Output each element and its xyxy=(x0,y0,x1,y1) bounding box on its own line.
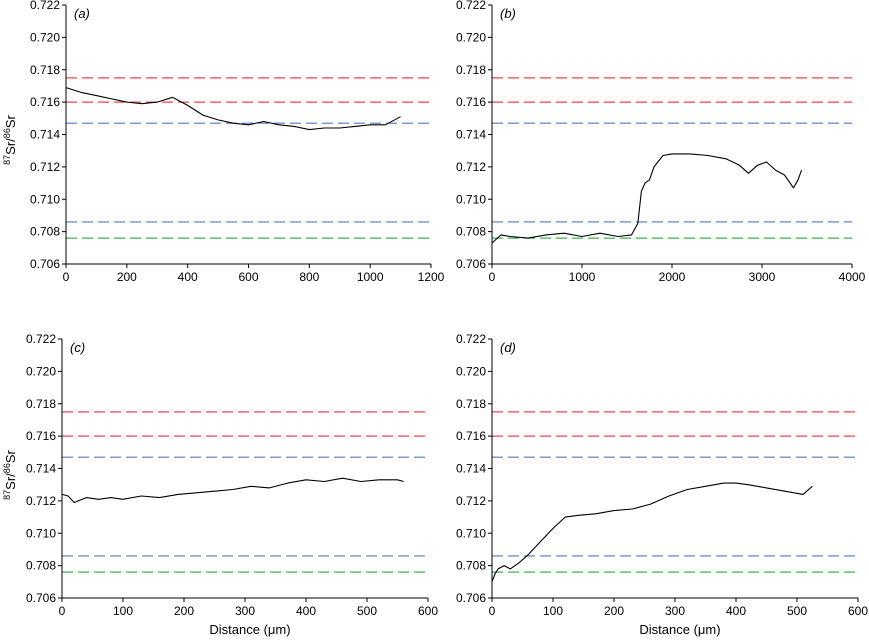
y-tick-label: 0.718 xyxy=(30,63,60,77)
x-tick-label: 3000 xyxy=(749,270,776,284)
ylabel-bottom: 87Sr/86Sr xyxy=(2,450,18,500)
y-tick-label: 0.722 xyxy=(456,0,486,12)
series-line-1 xyxy=(65,87,401,131)
x-axis-title: Distance (μm) xyxy=(209,622,290,637)
x-tick-label: 400 xyxy=(296,604,316,618)
x-tick-label: 600 xyxy=(848,604,868,618)
y-tick-label: 0.716 xyxy=(26,429,56,443)
x-tick-label: 500 xyxy=(357,604,377,618)
y-tick-label: 0.716 xyxy=(30,95,60,109)
x-tick-label: 100 xyxy=(113,604,133,618)
y-tick-label: 0.720 xyxy=(26,364,56,378)
x-tick-label: 600 xyxy=(238,270,258,284)
x-tick-label: 300 xyxy=(235,604,255,618)
panels: 0.706 0.708 0.710 0.712 0.714 0.716 0.718 0.720… xyxy=(26,0,868,637)
panel-d: 0.706 0.708 0.710 0.712 0.714 0.716 0.718 0.720… xyxy=(456,332,868,637)
panel-b: 0.706 0.708 0.710 0.712 0.714 0.716 0.718 0.720… xyxy=(456,0,866,284)
x-tick-label: 200 xyxy=(174,604,194,618)
y-tick-label: 0.714 xyxy=(456,128,486,142)
x-tick-label: 200 xyxy=(604,604,624,618)
x-tick-label: 300 xyxy=(665,604,685,618)
panel-label: (b) xyxy=(500,6,516,21)
y-tick-label: 0.712 xyxy=(30,160,60,174)
series-line-1 xyxy=(61,477,404,504)
y-tick-label: 0.714 xyxy=(26,462,56,476)
x-tick-label: 1000 xyxy=(569,270,596,284)
x-tick-label: 800 xyxy=(299,270,319,284)
y-tick-label: 0.706 xyxy=(456,591,486,605)
x-tick-label: 0 xyxy=(59,604,66,618)
y-tick-label: 0.718 xyxy=(456,397,486,411)
x-tick-label: 600 xyxy=(418,604,438,618)
ylabel-sup-2: 86 xyxy=(2,463,12,473)
x-tick-label: 0 xyxy=(489,270,496,284)
y-tick-label: 0.714 xyxy=(30,128,60,142)
y-tick-label: 0.710 xyxy=(30,192,60,206)
y-tick-label: 0.714 xyxy=(456,462,486,476)
y-tick-label: 0.706 xyxy=(26,591,56,605)
series-line-1 xyxy=(491,482,813,582)
panel-a: 0.706 0.708 0.710 0.712 0.714 0.716 0.718 0.720… xyxy=(30,0,445,284)
x-tick-label: 4000 xyxy=(839,270,866,284)
x-tick-label: 0 xyxy=(63,270,70,284)
y-tick-label: 0.706 xyxy=(30,257,60,271)
y-tick-label: 0.720 xyxy=(456,30,486,44)
y-tick-label: 0.722 xyxy=(30,0,60,12)
ylabel-sup-1: 87 xyxy=(2,490,12,500)
x-tick-label: 100 xyxy=(543,604,563,618)
ylabel-sup-1: 87 xyxy=(2,155,12,165)
ylabel-base-1: Sr/ xyxy=(3,473,18,490)
y-tick-label: 0.708 xyxy=(30,225,60,239)
y-tick-label: 0.718 xyxy=(456,63,486,77)
ylabel-base-2: Sr xyxy=(3,115,18,129)
y-tick-label: 0.710 xyxy=(456,192,486,206)
y-tick-label: 0.716 xyxy=(456,429,486,443)
x-tick-label: 400 xyxy=(726,604,746,618)
y-tick-label: 0.708 xyxy=(456,225,486,239)
y-tick-label: 0.708 xyxy=(456,559,486,573)
y-tick-label: 0.710 xyxy=(456,526,486,540)
series-line-1 xyxy=(491,153,803,244)
panel-c: 0.706 0.708 0.710 0.712 0.714 0.716 0.718 0.720… xyxy=(26,332,438,637)
y-tick-label: 0.718 xyxy=(26,397,56,411)
y-tick-label: 0.706 xyxy=(456,257,486,271)
y-tick-label: 0.720 xyxy=(30,30,60,44)
y-tick-label: 0.712 xyxy=(456,494,486,508)
panel-label: (a) xyxy=(74,6,90,21)
x-axis-title: Distance (μm) xyxy=(639,622,720,637)
y-tick-label: 0.712 xyxy=(456,160,486,174)
x-tick-label: 200 xyxy=(117,270,137,284)
panel-label: (d) xyxy=(500,340,516,355)
x-tick-label: 0 xyxy=(489,604,496,618)
y-tick-label: 0.716 xyxy=(456,95,486,109)
y-tick-label: 0.722 xyxy=(26,332,56,346)
y-tick-label: 0.708 xyxy=(26,559,56,573)
y-tick-label: 0.722 xyxy=(456,332,486,346)
x-tick-label: 400 xyxy=(178,270,198,284)
x-tick-label: 500 xyxy=(787,604,807,618)
y-tick-label: 0.710 xyxy=(26,526,56,540)
x-tick-label: 1200 xyxy=(418,270,445,284)
x-tick-label: 1000 xyxy=(357,270,384,284)
panel-label: (c) xyxy=(70,340,85,355)
y-tick-label: 0.712 xyxy=(26,494,56,508)
ylabel-base-2: Sr xyxy=(3,450,18,464)
ylabel-base-1: Sr/ xyxy=(3,138,18,155)
ylabel-sup-2: 86 xyxy=(2,128,12,138)
y-tick-label: 0.720 xyxy=(456,364,486,378)
ylabel-top: 87Sr/86Sr xyxy=(2,115,18,165)
x-tick-label: 2000 xyxy=(659,270,686,284)
